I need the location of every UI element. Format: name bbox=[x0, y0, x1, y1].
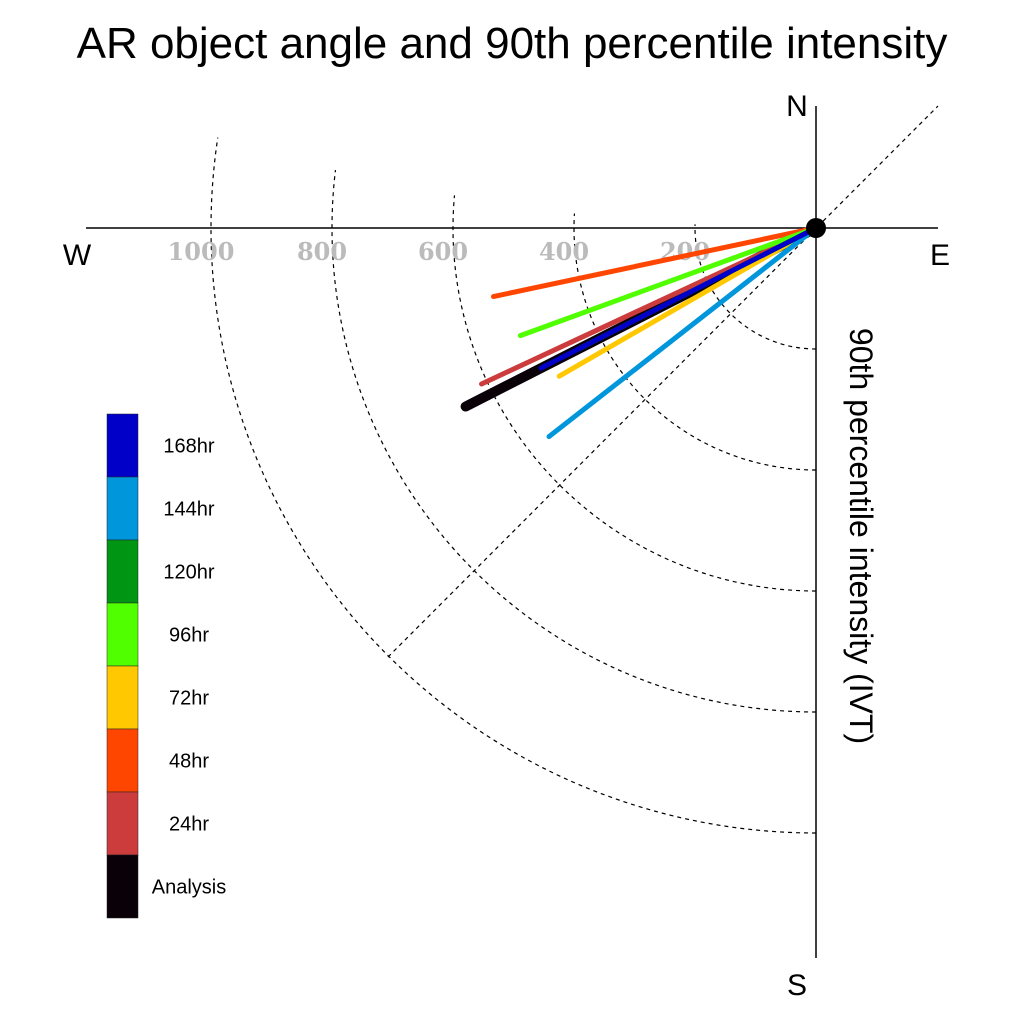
legend-label-72hr: 72hr bbox=[169, 688, 209, 710]
radial-ring bbox=[573, 213, 817, 471]
legend-swatch-144hr bbox=[106, 476, 139, 541]
vector-144hr bbox=[546, 225, 819, 440]
legend-label-168hr: 168hr bbox=[163, 436, 214, 458]
radial-ring bbox=[694, 224, 817, 350]
legend: 168hr 144hr 120hr 96hr 72hr 48hr 24hr Analysis bbox=[106, 413, 226, 919]
radial-tick-label: 400 bbox=[539, 237, 589, 266]
legend-label-96hr: 96hr bbox=[169, 625, 209, 647]
legend-label-48hr: 48hr bbox=[169, 751, 209, 773]
legend-swatch-168hr bbox=[106, 413, 139, 478]
series-vectors bbox=[460, 223, 821, 440]
radial-tick-label: 1000 bbox=[168, 237, 235, 266]
east-label: E bbox=[930, 239, 950, 272]
vector-168hr bbox=[538, 225, 819, 371]
legend-swatch-48hr bbox=[106, 728, 139, 793]
legend-label-144hr: 144hr bbox=[163, 499, 214, 521]
west-label: W bbox=[63, 239, 92, 272]
north-label: N bbox=[786, 90, 808, 123]
y-axis-label: 90th percentile intensity (IVT) bbox=[843, 328, 879, 744]
vector-72hr bbox=[556, 225, 819, 379]
radial-tick-label: 800 bbox=[297, 237, 347, 266]
diagonal-guide bbox=[387, 105, 939, 658]
origin-dot bbox=[806, 218, 826, 238]
legend-label-24hr: 24hr bbox=[169, 814, 209, 836]
radial-ring bbox=[210, 137, 817, 834]
radial-grid bbox=[210, 137, 817, 834]
radial-ring bbox=[452, 195, 817, 592]
legend-swatch-120hr bbox=[106, 539, 139, 604]
legend-label-analysis: Analysis bbox=[152, 877, 226, 899]
legend-swatch-96hr bbox=[106, 602, 139, 667]
chart-title: AR object angle and 90th percentile inte… bbox=[77, 19, 948, 68]
south-label: S bbox=[787, 969, 807, 1002]
legend-label-120hr: 120hr bbox=[163, 562, 214, 584]
legend-swatch-24hr bbox=[106, 791, 139, 856]
legend-swatch-analysis bbox=[106, 854, 139, 919]
radial-tick-label: 600 bbox=[418, 237, 468, 266]
vector-48hr bbox=[490, 225, 819, 300]
legend-swatch-72hr bbox=[106, 665, 139, 730]
radial-ring bbox=[331, 169, 817, 713]
vector-96hr bbox=[517, 225, 819, 339]
